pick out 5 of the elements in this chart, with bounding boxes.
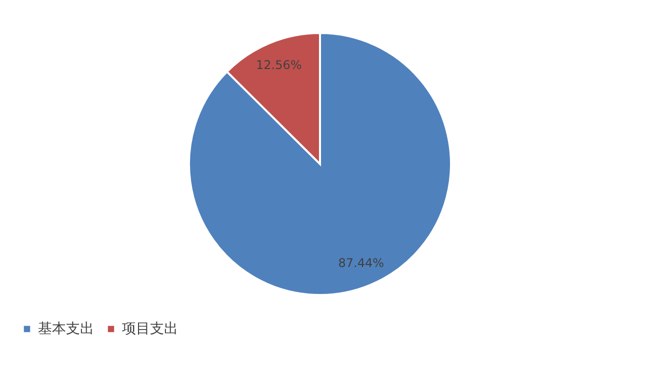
data-label: 12.56% (256, 58, 302, 72)
data-label: 87.44% (338, 256, 384, 270)
legend-label: 项目支出 (122, 321, 178, 337)
pie-slice (188, 32, 452, 296)
legend-label: 基本支出 (38, 321, 94, 337)
